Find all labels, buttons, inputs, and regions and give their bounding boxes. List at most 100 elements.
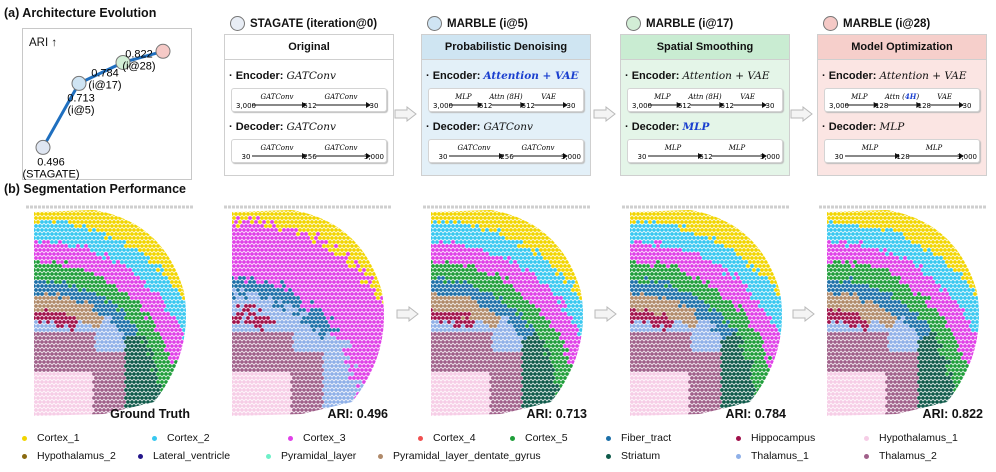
pipeline-dim: 3,000 — [433, 102, 453, 110]
legend-label: Cortex_1 — [37, 432, 80, 444]
stage-title: Spatial Smoothing — [621, 35, 789, 60]
legend-swatch — [606, 435, 611, 441]
legend: Cortex_1 Cortex_2 Cortex_3 Cortex_4 Cortex_5… — [22, 430, 994, 470]
pipeline-dim: 30 — [638, 153, 647, 161]
tile-label: ARI: 0.713 — [526, 407, 587, 421]
segmentation-map: ARI: 0.713 — [421, 202, 593, 424]
stage-card: Spatial Smoothing · Encoder: Attention + … — [620, 34, 790, 176]
pipeline-op: MLP — [861, 144, 879, 152]
decoder-pipeline: MLP MLP 30 128 3,000 — [824, 139, 980, 163]
legend-item: Cortex_5 — [510, 432, 568, 444]
pipeline-op: GATConv — [261, 144, 294, 152]
legend-label: Hypothalamus_2 — [37, 450, 116, 462]
legend-item: Striatum — [606, 450, 660, 462]
stage-dot-icon — [823, 16, 838, 31]
pipeline-dim: 3,000 — [632, 102, 652, 110]
legend-swatch — [288, 435, 293, 441]
ari-stage-label: (i@17) — [88, 79, 121, 91]
stage-header-label: MARBLE (i@17) — [646, 17, 734, 30]
legend-swatch — [736, 435, 741, 441]
legend-swatch — [418, 435, 423, 441]
pipeline-diagram: MLP Attn (8H) VAE 3,000 512 512 30 — [632, 93, 775, 110]
legend-swatch — [152, 435, 157, 441]
stage-row-label: · Encoder: Attention + VAE — [822, 70, 967, 82]
section-a-title: (a) Architecture Evolution — [4, 6, 157, 20]
pipeline-dim: 3,000 — [236, 102, 256, 110]
legend-item: Thalamus_1 — [736, 450, 809, 462]
segmentation-map: ARI: 0.784 — [620, 202, 792, 424]
pipeline-dim: 128 — [918, 102, 931, 110]
pipeline-dim: 3,000 — [829, 102, 849, 110]
pipeline-op: VAE — [937, 93, 952, 101]
tile-label: ARI: 0.822 — [922, 407, 983, 421]
arrow-right-icon — [792, 306, 815, 322]
pipeline-diagram: MLP Attn (8H) VAE 3,000 512 512 30 — [433, 93, 575, 110]
legend-swatch — [22, 435, 27, 441]
brain-section-image — [224, 205, 392, 416]
legend-swatch — [864, 453, 869, 459]
pipeline-dim: 3,000 — [957, 153, 977, 161]
legend-item: Cortex_4 — [418, 432, 476, 444]
legend-swatch — [606, 453, 611, 459]
legend-swatch — [510, 435, 515, 441]
pipeline-diagram: MLP Attn (4H) VAE 3,000 128 128 30 — [829, 92, 971, 110]
stage-title: Probabilistic Denoising — [422, 35, 590, 60]
tile-label: ARI: 0.784 — [725, 407, 786, 421]
stage-dot-icon — [230, 16, 245, 31]
pipeline-op: VAE — [541, 93, 556, 101]
stage-card: Probabilistic Denoising · Encoder: Attent… — [421, 34, 591, 176]
stage-header: STAGATE (iteration@0) — [230, 16, 377, 31]
ari-stage-label: (i@28) — [122, 60, 155, 72]
pipeline-op: Attn (4H) — [884, 92, 920, 101]
ari-value-label: 0.713 — [67, 92, 95, 104]
tile-label: ARI: 0.496 — [327, 407, 388, 421]
encoder-pipeline: MLP Attn (8H) VAE 3,000 512 512 30 — [627, 88, 783, 112]
pipeline-dim: 30 — [242, 153, 251, 161]
pipeline-op: GATConv — [522, 144, 555, 152]
pipeline-diagram: GATConv GATConv 30 256 3,000 — [439, 144, 581, 161]
pipeline-diagram: GATConv GATConv 3,000 512 30 — [236, 93, 378, 110]
stage-header-label: MARBLE (i@28) — [843, 17, 931, 30]
legend-label: Pyramidal_layer_dentate_gyrus — [393, 450, 541, 462]
stage-header: MARBLE (i@5) — [427, 16, 528, 31]
legend-label: Fiber_tract — [621, 432, 672, 444]
pipeline-dim: 30 — [835, 153, 844, 161]
pipeline-op: GATConv — [325, 93, 358, 101]
legend-item: Fiber_tract — [606, 432, 671, 444]
stage-header: MARBLE (i@17) — [626, 16, 733, 31]
ari-point — [71, 75, 87, 91]
legend-item: Pyramidal_layer — [266, 450, 356, 462]
pipeline-dim: 512 — [678, 102, 691, 110]
pipeline-diagram: MLP MLP 30 128 3,000 — [835, 144, 977, 161]
encoder-pipeline: GATConv GATConv 3,000 512 30 — [231, 88, 387, 112]
legend-item: Hypothalamus_2 — [22, 450, 116, 462]
stage-dot-icon — [626, 16, 641, 31]
pipeline-dim: 256 — [500, 153, 514, 161]
tile-label: Ground Truth — [110, 407, 190, 421]
brain-section-image — [819, 205, 987, 416]
legend-item: Hypothalamus_1 — [864, 432, 958, 444]
ari-line — [41, 49, 164, 149]
brain-section-image — [26, 205, 194, 416]
legend-item: Thalamus_2 — [864, 450, 937, 462]
legend-swatch — [266, 453, 271, 459]
arrow-right-icon — [394, 106, 417, 122]
pipeline-op: VAE — [740, 93, 755, 101]
legend-item: Pyramidal_layer_dentate_gyrus — [378, 450, 541, 462]
stage-row-label: · Decoder: GATConv — [426, 121, 533, 133]
legend-swatch — [22, 453, 27, 459]
pipeline-dim: 3,000 — [561, 153, 581, 161]
legend-label: Cortex_4 — [433, 432, 476, 444]
arrow-right-icon — [593, 106, 616, 122]
pipeline-op: GATConv — [325, 144, 358, 152]
stage-header-label: STAGATE (iteration@0) — [250, 17, 378, 30]
legend-item: Cortex_1 — [22, 432, 80, 444]
arrow-right-icon — [790, 106, 813, 122]
pipeline-dim: 30 — [766, 102, 775, 110]
legend-label: Pyramidal_layer — [281, 450, 357, 462]
stage-title: Model Optimization — [818, 35, 986, 60]
legend-label: Cortex_5 — [525, 432, 568, 444]
legend-label: Hippocampus — [751, 432, 816, 444]
ari-chart-plot: 0.496(STAGATE) 0.713(i@5) 0.784(i@17) 0.822… — [23, 43, 171, 180]
legend-item: Cortex_2 — [152, 432, 210, 444]
